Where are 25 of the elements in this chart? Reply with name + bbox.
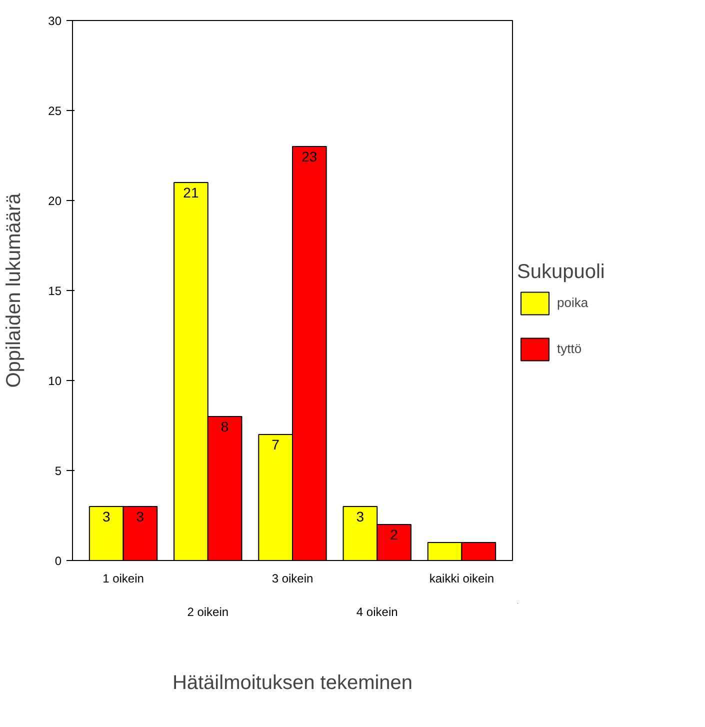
x-tick-label: 3 oikein: [272, 572, 314, 586]
x-tick-label: 2 oikein: [187, 605, 229, 620]
data-label: 8: [220, 418, 229, 434]
x-tick-label: kaikki oikein: [429, 572, 494, 586]
y-tick-label: 20: [48, 194, 62, 208]
y-axis-title: Oppilaiden lukumäärä: [3, 192, 26, 388]
data-label: 21: [183, 184, 199, 200]
y-tick-label: 15: [48, 284, 62, 298]
data-label: 7: [272, 436, 280, 452]
y-tick-label: 0: [54, 554, 62, 568]
x-axis-title: Hätäilmoituksen tekeminen: [172, 672, 413, 694]
data-label: 3: [102, 508, 110, 524]
data-label: 3: [136, 508, 144, 524]
x-tick-label: 1 oikein: [102, 572, 144, 586]
y-tick-label: 25: [48, 104, 62, 118]
data-label: 3: [356, 508, 364, 524]
legend-label: tyttö: [557, 341, 583, 356]
x-tick-label: 4 oikein: [356, 605, 398, 620]
y-tick-label: 5: [54, 464, 62, 478]
data-label: 2: [390, 526, 398, 542]
y-tick-label: 30: [48, 14, 62, 28]
y-tick-label: 10: [48, 374, 62, 388]
legend-label: poika: [557, 295, 588, 310]
data-label: 23: [302, 148, 318, 164]
legend-title: Sukupuoli: [517, 260, 605, 284]
